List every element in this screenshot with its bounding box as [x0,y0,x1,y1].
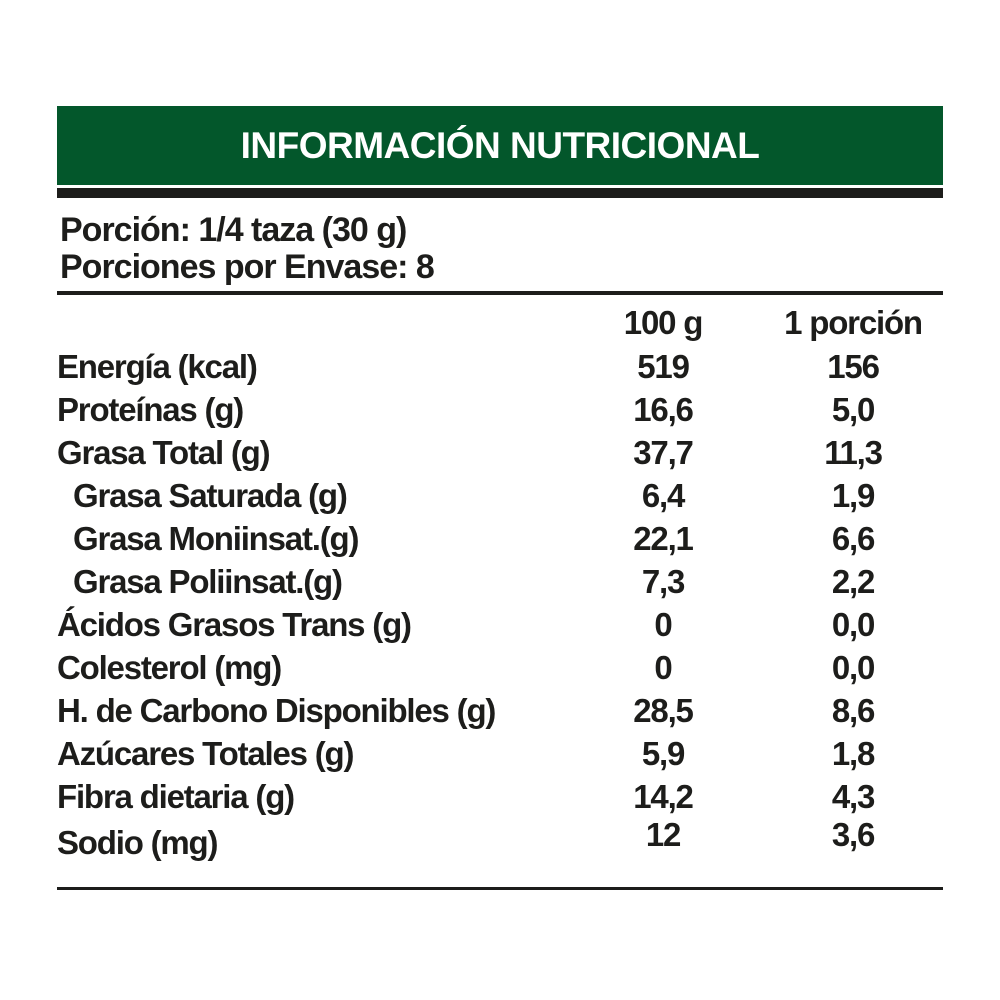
value-per-100g: 6,4 [641,477,685,514]
value-per-serving: 0,0 [831,649,875,686]
value-per-serving: 6,6 [831,520,875,557]
value-per-100g: 7,3 [641,563,685,600]
nutrition-title: INFORMACIÓN NUTRICIONAL [240,124,760,166]
value-per-serving: 11,3 [824,434,883,471]
table-header-row: 100 g 1 porción [57,300,943,345]
table-body: Energía (kcal) 519 156 Proteínas (g) 16,6 5,0… [57,345,943,864]
value-per-serving: 5,0 [831,391,875,428]
nutrient-label: Sodio (mg) [57,824,219,861]
nutrient-label: Grasa Moniinsat.(g) [73,520,359,557]
servings-per-container-line: Porciones por Envase: 8 [60,248,435,286]
value-per-serving: 0,0 [831,606,875,643]
nutrient-label: Grasa Total (g) [57,434,271,471]
value-per-100g: 5,9 [641,735,685,772]
bottom-rule [57,887,943,890]
nutrient-label: Azúcares Totales (g) [57,735,355,772]
nutrient-label: H. de Carbono Disponibles (g) [57,692,496,729]
nutrient-label: Ácidos Grasos Trans (g) [57,606,412,643]
nutrient-row: Fibra dietaria (g) 14,2 4,3 [57,775,943,818]
header-divider-bar [57,188,943,198]
nutrient-row: Azúcares Totales (g) 5,9 1,8 [57,732,943,775]
value-per-serving: 1,8 [831,735,875,772]
per-100g-column-header: 100 g [623,304,704,341]
nutrient-label: Grasa Saturada (g) [73,477,348,514]
nutrient-row: Proteínas (g) 16,6 5,0 [57,388,943,431]
value-per-100g: 28,5 [633,692,694,729]
nutrient-row: H. de Carbono Disponibles (g) 28,5 8,6 [57,689,943,732]
value-per-100g: 0 [654,649,672,686]
nutrient-column-header [57,300,563,345]
serving-size-line: Porción: 1/4 taza (30 g) [60,211,407,249]
value-per-serving: 1,9 [831,477,875,514]
per-serving-column-header: 1 porción [784,304,923,341]
nutrient-row: Grasa Moniinsat.(g) 22,1 6,6 [57,517,943,560]
nutrient-label: Energía (kcal) [57,348,258,385]
value-per-serving: 3,6 [831,816,875,853]
nutrient-row: Energía (kcal) 519 156 [57,345,943,388]
value-per-100g: 0 [654,606,672,643]
value-per-serving: 4,3 [831,778,875,815]
serving-info: Porción: 1/4 taza (30 g) Porciones por E… [60,211,435,286]
top-rule [57,291,943,295]
nutrient-row: Colesterol (mg) 0 0,0 [57,646,943,689]
nutrient-row: Grasa Total (g) 37,7 11,3 [57,431,943,474]
value-per-100g: 22,1 [633,520,694,557]
nutrient-label: Fibra dietaria (g) [57,778,295,815]
value-per-serving: 2,2 [831,563,875,600]
value-per-100g: 519 [637,348,690,385]
value-per-serving: 8,6 [831,692,875,729]
value-per-100g: 12 [645,816,682,853]
value-per-100g: 14,2 [633,778,694,815]
value-per-serving: 156 [827,348,880,385]
nutrient-label: Colesterol (mg) [57,649,282,686]
value-per-100g: 16,6 [633,391,694,428]
nutrient-label: Proteínas (g) [57,391,244,428]
nutrition-table: 100 g 1 porción Energía (kcal) 519 156 Prot… [57,300,943,864]
value-per-100g: 37,7 [633,434,694,471]
nutrient-row: Grasa Poliinsat.(g) 7,3 2,2 [57,560,943,603]
nutrient-label: Grasa Poliinsat.(g) [73,563,343,600]
nutrition-header-bar: INFORMACIÓN NUTRICIONAL [57,106,943,185]
nutrient-row: Sodio (mg) 12 3,6 [57,816,943,864]
nutrient-row: Grasa Saturada (g) 6,4 1,9 [57,474,943,517]
nutrient-row: Ácidos Grasos Trans (g) 0 0,0 [57,603,943,646]
